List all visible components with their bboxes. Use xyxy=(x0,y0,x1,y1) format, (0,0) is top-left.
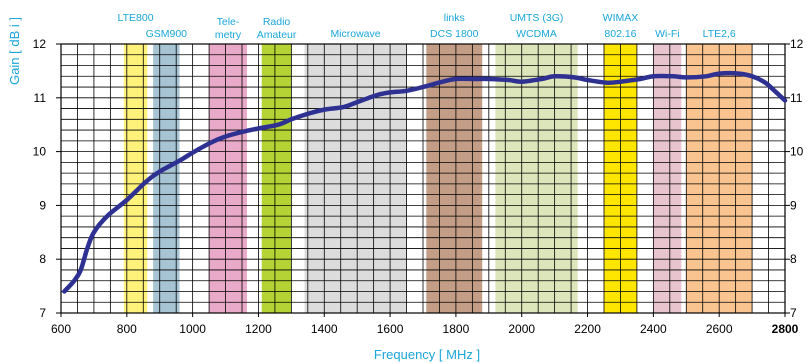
band-umts-3g-wcdma xyxy=(495,44,578,313)
band-gsm900 xyxy=(153,44,180,313)
y-tick-label-right: 10 xyxy=(790,145,804,159)
y-axis-title: Gain [ dB i ] xyxy=(7,17,22,85)
x-tick-label: 1600 xyxy=(377,322,404,336)
y-tick-label-right: 9 xyxy=(790,198,797,212)
band-links-dcs-1800 xyxy=(426,44,483,313)
band-microwave xyxy=(304,44,407,313)
plot-frame xyxy=(60,43,786,314)
band-label-wi-fi: Wi-Fi xyxy=(655,28,680,40)
y-tick-label-right: 7 xyxy=(790,306,797,320)
band-lte800-gsm900-lte800 xyxy=(123,44,148,313)
y-tick-label-left: 7 xyxy=(39,306,46,320)
y-tick-label-left: 9 xyxy=(39,198,46,212)
x-tick-label: 1400 xyxy=(311,322,338,336)
band-label-radio-amateur: Amateur xyxy=(257,29,297,41)
band-radio-amateur xyxy=(261,44,292,313)
frequency-bands xyxy=(123,44,753,313)
band-wi-fi xyxy=(653,44,682,313)
tick-labels: 600 800 1000 1200 1400 1600 1800 2000 2200 2400 26… xyxy=(33,37,804,336)
y-tick-label-right: 11 xyxy=(790,91,803,105)
x-tick-label: 2800 xyxy=(772,322,799,336)
x-tick-label: 1000 xyxy=(179,322,206,336)
x-tick-label: 2600 xyxy=(706,322,733,336)
y-tick-label-left: 12 xyxy=(33,37,47,51)
band-label-lte2-6: LTE2,6 xyxy=(703,28,736,40)
band-label-links-dcs-1800: links xyxy=(444,12,465,24)
y-tick-label-left: 8 xyxy=(39,252,46,266)
x-tick-label: 2200 xyxy=(574,322,601,336)
band-label-umts-3g-wcdma: WCDMA xyxy=(516,28,557,40)
band-label-wimax-802-16: 802.16 xyxy=(604,28,636,40)
band-label-radio-amateur: Radio xyxy=(263,16,291,28)
x-tick-label: 800 xyxy=(117,322,137,336)
x-tick-label: 1200 xyxy=(245,322,272,336)
band-telemetry xyxy=(209,44,247,313)
band-label-microwave: Microwave xyxy=(330,28,380,40)
x-tick-label: 2400 xyxy=(640,322,667,336)
x-tick-label: 600 xyxy=(51,322,71,336)
y-tick-label-left: 11 xyxy=(34,91,47,105)
band-label-wimax-802-16: WIMAX xyxy=(603,12,639,24)
band-label-umts-3g-wcdma: UMTS (3G) xyxy=(510,12,564,24)
x-tick-label: 2000 xyxy=(508,322,535,336)
y-tick-label-right: 12 xyxy=(790,37,804,51)
band-label-gsm900: GSM900 xyxy=(146,28,188,40)
y-tick-label-right: 8 xyxy=(790,252,797,266)
band-label-links-dcs-1800: DCS 1800 xyxy=(430,28,479,40)
y-tick-label-left: 10 xyxy=(33,145,47,159)
chart-grid xyxy=(60,43,786,314)
x-tick-label: 1800 xyxy=(443,322,470,336)
gain-series-line xyxy=(62,70,788,294)
band-label-telemetry: metry xyxy=(215,29,242,41)
band-label-telemetry: Tele- xyxy=(217,16,240,28)
gain-curve xyxy=(62,70,788,294)
band-label-lte800-gsm900-lte800: LTE800 xyxy=(118,12,154,24)
x-axis-title: Frequency [ MHz ] xyxy=(374,347,480,362)
